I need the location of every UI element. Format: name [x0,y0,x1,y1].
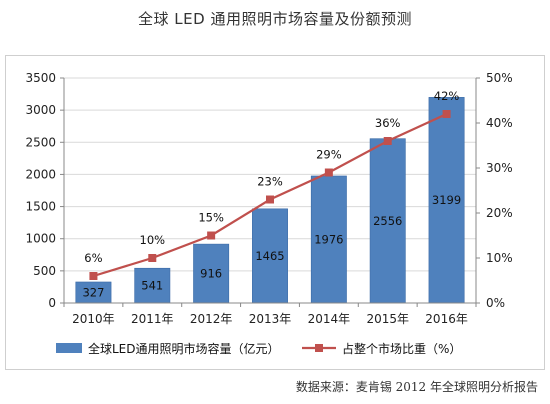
y2-tick-label: 30% [486,161,513,175]
line-point [324,168,333,177]
x-tick-label: 2014年 [308,312,351,326]
line-value-label: 10% [140,233,166,247]
y2-tick-label: 10% [486,251,513,265]
line-value-label: 6% [84,251,102,265]
share-line [89,110,451,280]
legend-bar-label: 全球LED通用照明市场容量（亿元） [88,341,280,356]
y-tick-label: 500 [33,264,56,278]
bar-value-label: 1465 [255,249,284,263]
line-value-label: 36% [375,116,401,130]
x-tick-label: 2013年 [249,312,292,326]
bar [134,267,171,304]
line-value-label: 42% [434,89,460,103]
y-tick-label: 3500 [25,71,56,85]
legend-line-marker [315,344,323,352]
source-note: 数据来源：麦肯锡 2012 年全球照明分析报告 [295,380,538,394]
bar-value-label: 327 [82,285,104,299]
bar-value-label: 916 [200,267,222,281]
legend-bar-swatch [56,343,82,353]
line-value-label: 29% [316,148,342,162]
bar-value-label: 1976 [314,232,343,246]
line-point [207,231,216,240]
line-value-label: 23% [257,175,283,189]
x-tick-label: 2016年 [425,312,468,326]
y2-tick-label: 50% [486,71,513,85]
data-labels: 327 541 916 1465 1976 2556 3199 6% 10% 15% 23% 29% 3… [82,89,461,299]
bar-value-label: 541 [141,279,163,293]
legend: 全球LED通用照明市场容量（亿元） 占整个市场比重（%） [56,341,461,356]
x-tick-label: 2012年 [190,312,233,326]
line-point [266,195,274,204]
bar [369,138,406,304]
bar [310,175,347,304]
y-tick-label: 1500 [25,200,56,214]
legend-line-label: 占整个市场比重（%） [342,341,461,356]
y-tick-label: 0 [48,296,56,310]
chart-svg: 0 500 1000 1500 2000 2500 3000 3500 0% 10% 20% 30% 4… [25,71,512,356]
y-tick-label: 3000 [25,103,56,117]
y2-tick-label: 40% [486,116,513,130]
bar-value-label: 2556 [373,214,402,228]
x-tick-label: 2011年 [131,312,174,326]
bar [193,243,230,304]
line-point [89,272,98,280]
line-value-label: 15% [198,211,224,225]
y-tick-label: 2500 [25,135,56,149]
axes: 0 500 1000 1500 2000 2500 3000 3500 0% 10% 20% 30% 4… [25,71,512,326]
line-point [148,254,157,262]
line-point [383,137,392,145]
bar [428,97,465,304]
x-tick-label: 2010年 [72,312,115,326]
chart-frame: 0 500 1000 1500 2000 2500 3000 3500 0% 10% 20% 30% 4… [5,55,545,370]
y2-tick-label: 20% [486,206,513,220]
y-tick-label: 2000 [25,167,56,181]
x-tick-label: 2015年 [366,312,409,326]
bar-value-label: 3199 [432,193,461,207]
y-tick-label: 1000 [25,232,56,246]
chart-title: 全球 LED 通用照明市场容量及份额预测 [138,10,412,28]
grid-lines [64,77,476,272]
y2-tick-label: 0% [486,296,505,310]
line-point [442,110,451,118]
